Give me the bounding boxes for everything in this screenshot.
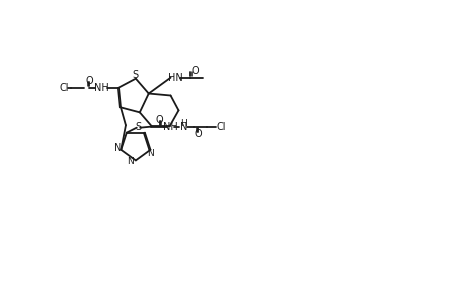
Text: N: N (114, 143, 121, 153)
Text: H: H (180, 119, 187, 128)
Text: NH: NH (94, 82, 108, 93)
Text: O: O (85, 76, 93, 85)
Text: O: O (156, 115, 163, 125)
Text: N: N (147, 149, 153, 158)
Text: S: S (133, 70, 139, 80)
Text: Cl: Cl (216, 122, 225, 132)
Text: HN: HN (168, 73, 183, 83)
Text: O: O (194, 129, 202, 139)
Text: NH: NH (163, 122, 178, 132)
Text: O: O (191, 66, 199, 76)
Text: S: S (135, 122, 141, 132)
Text: Cl: Cl (60, 82, 69, 93)
Text: N: N (180, 122, 187, 132)
Text: N: N (127, 158, 134, 166)
